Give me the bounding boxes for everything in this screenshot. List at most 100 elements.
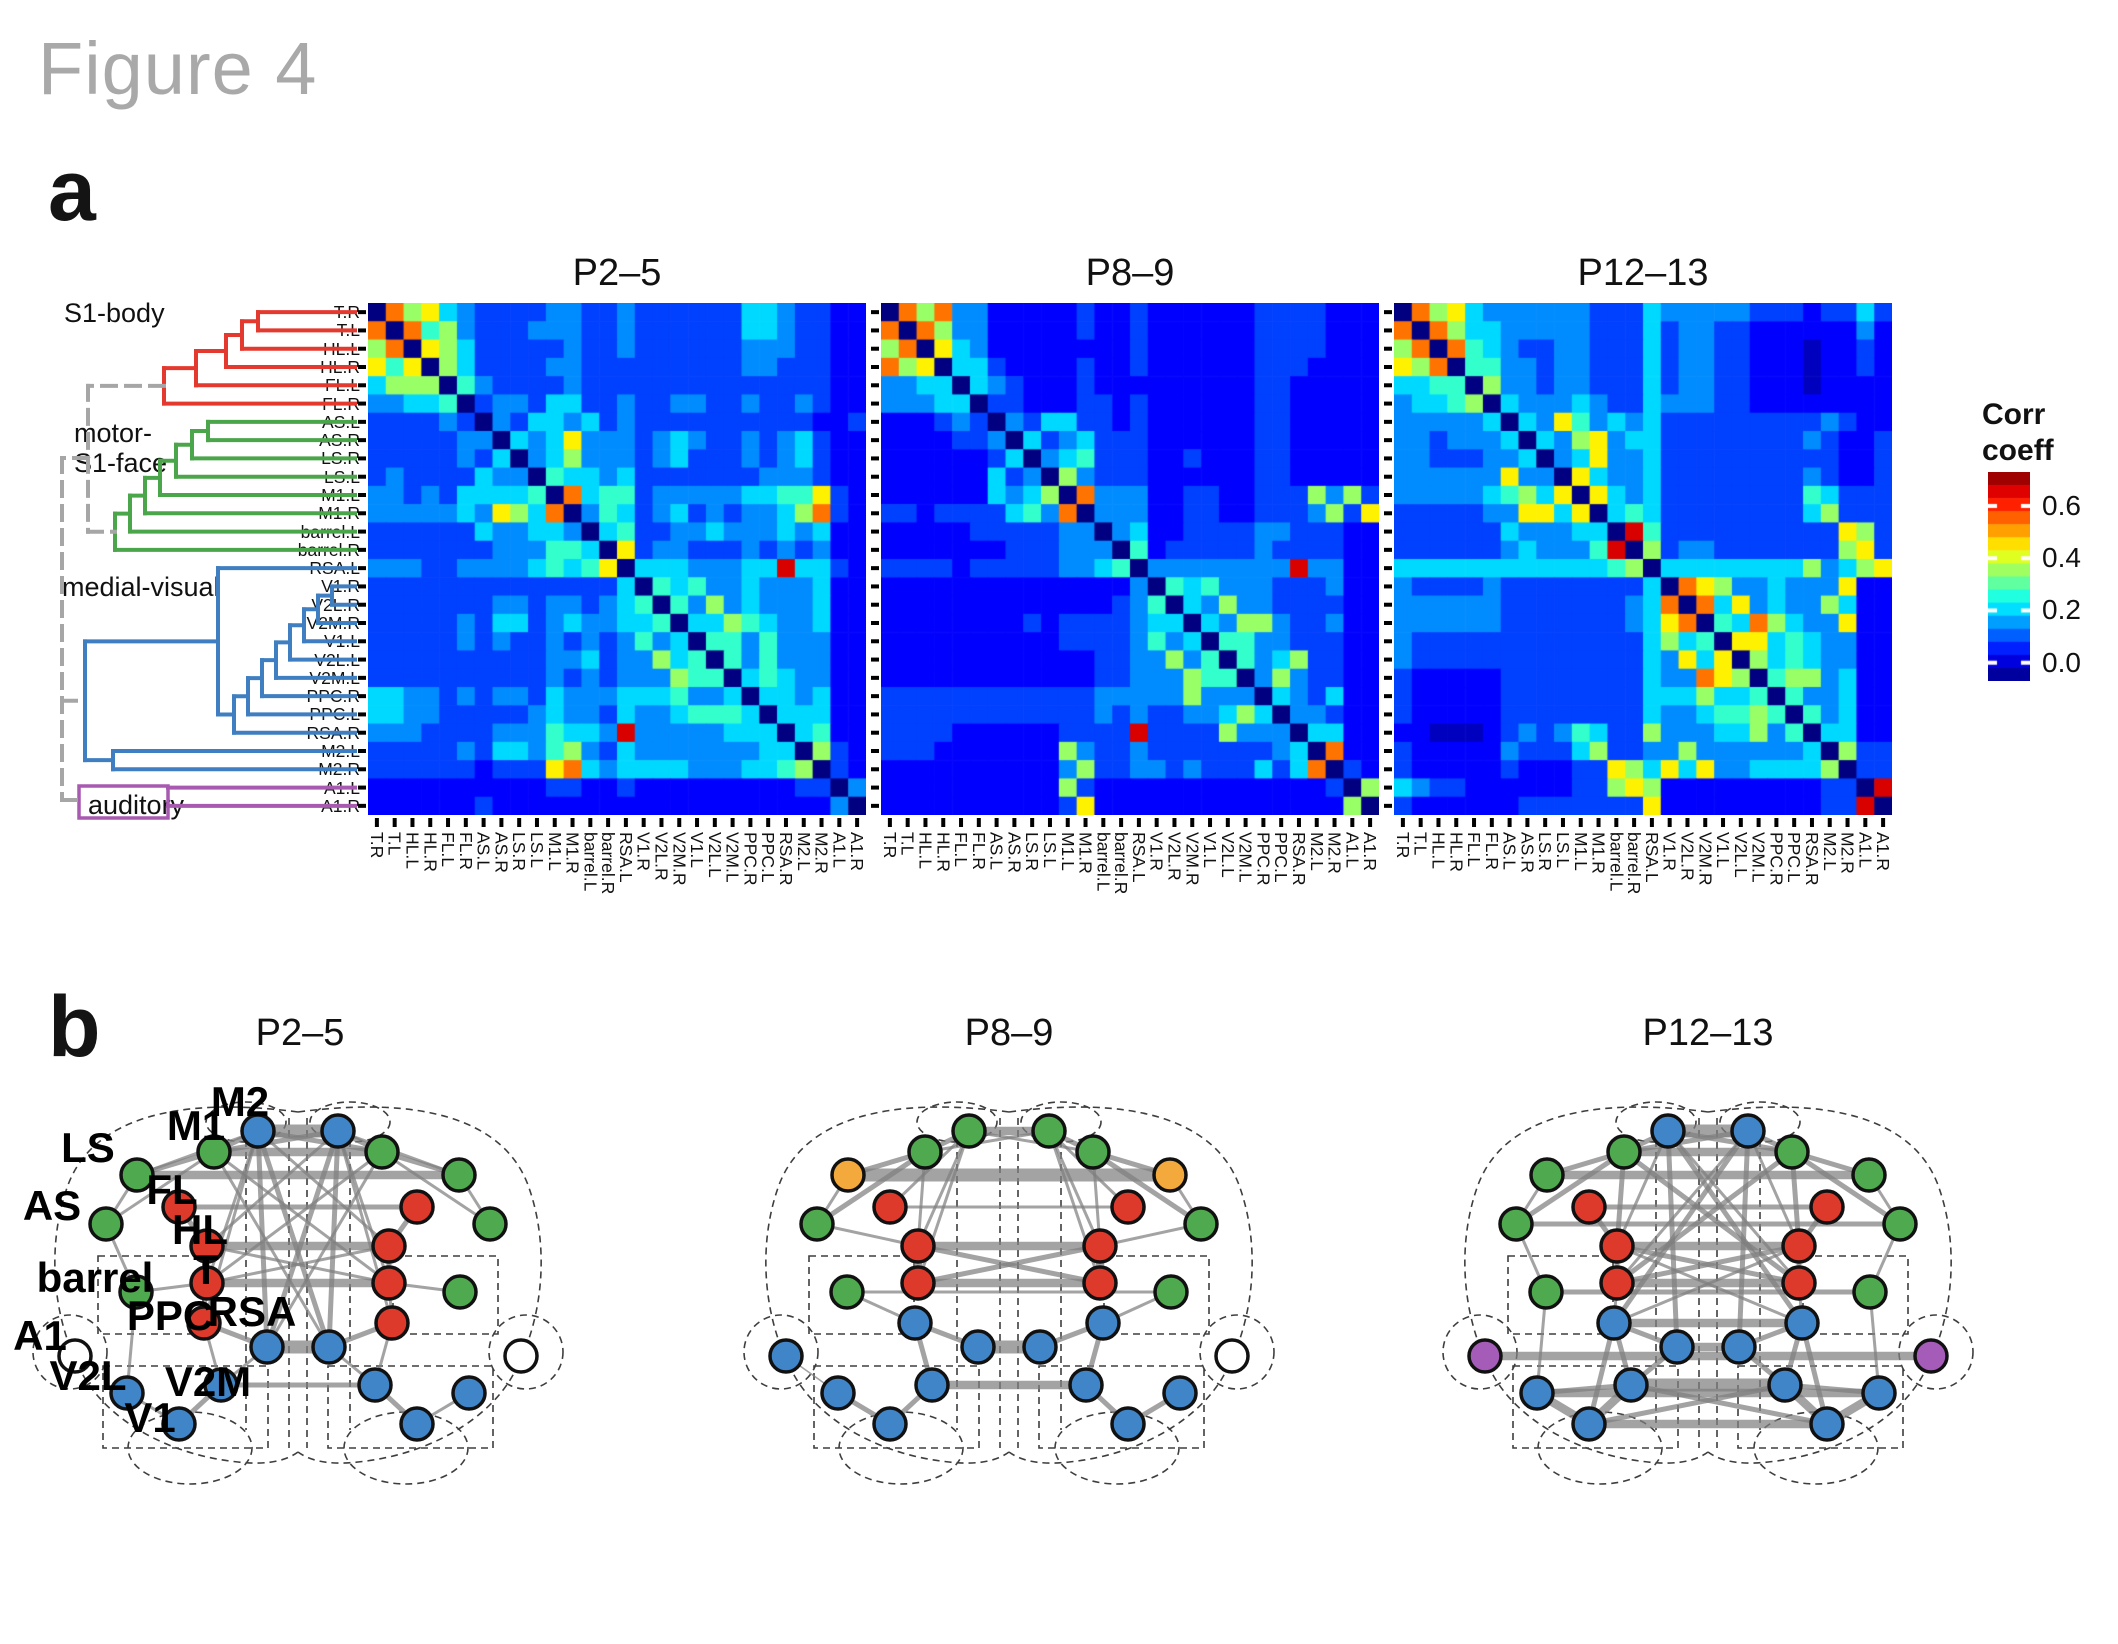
col-label-V2M.R: V2M.R [669, 832, 690, 886]
col-label-M2.L: M2.L [1306, 832, 1327, 871]
region-label-V1: V1 [124, 1394, 175, 1441]
row-label-HL.L: HL.L [323, 338, 360, 359]
col-label-RSA.R: RSA.R [1801, 832, 1822, 886]
node-RSA.R [1022, 1329, 1058, 1365]
col-label-AS.R: AS.R [1004, 832, 1025, 873]
node-M2.R [1730, 1113, 1766, 1149]
node-V1.L [1571, 1406, 1607, 1442]
col-label-M1.L: M1.L [1057, 832, 1078, 871]
col-label-barrel.L: barrel.L [580, 832, 601, 892]
node-LS.R [441, 1157, 477, 1193]
node-LS.R [1851, 1157, 1887, 1193]
col-label-AS.L: AS.L [986, 832, 1007, 870]
edges [785, 1126, 1204, 1427]
node-AS.L [799, 1206, 835, 1242]
col-label-FL.L: FL.L [951, 832, 972, 868]
col-label-AS.R: AS.R [1517, 832, 1538, 873]
row-label-V2M.L: V2M.L [309, 667, 360, 688]
node-V1.R [1110, 1406, 1146, 1442]
row-label-AS.R: AS.R [319, 430, 360, 451]
col-label-A1.R: A1.R [847, 832, 868, 871]
region-label-M1: M1 [167, 1102, 225, 1149]
node-M1.L [1606, 1134, 1642, 1170]
col-label-V2M.R: V2M.R [1695, 832, 1716, 886]
edges [104, 1124, 492, 1427]
colorbar-tick-0.6: 0.6 [2042, 489, 2081, 521]
node-FL.L [872, 1189, 908, 1225]
node-FL.L [161, 1189, 197, 1225]
brain-outline [1442, 1101, 1974, 1485]
nodes [57, 1113, 539, 1442]
col-label-AS.R: AS.R [491, 832, 512, 873]
row-label-A1.R: A1.R [321, 795, 360, 816]
cluster-label-medial-visual: medial-visual [62, 572, 220, 602]
col-label-M1.L: M1.L [1570, 832, 1591, 871]
node-A1.R [1214, 1338, 1250, 1374]
node-FL.R [399, 1189, 435, 1225]
col-label-LS.L: LS.L [1039, 832, 1060, 868]
region-label-T: T [193, 1246, 219, 1293]
nodes [1467, 1113, 1949, 1442]
heatmap-title-p8-9: P8–9 [1085, 252, 1175, 294]
node-M2.R [320, 1113, 356, 1149]
brain-outline [32, 1101, 564, 1485]
col-label-PPC.R: PPC.R [1253, 832, 1274, 886]
col-label-LS.R: LS.R [1535, 832, 1556, 871]
region-label-LS: LS [61, 1124, 115, 1171]
row-label-M2.R: M2.R [318, 759, 360, 780]
node-M1.R [364, 1134, 400, 1170]
cluster-label-motor-line2: S1-face [74, 448, 168, 478]
region-label-PPC: PPC [127, 1292, 213, 1339]
node-FL.R [1110, 1189, 1146, 1225]
node-barrel.L [118, 1274, 154, 1310]
node-T.R [371, 1265, 407, 1301]
node-V2L.R [1162, 1375, 1198, 1411]
col-label-LS.R: LS.R [509, 832, 530, 871]
colorbar-title-line1: Corr [1982, 398, 2046, 431]
node-HL.R [371, 1228, 407, 1264]
col-label-LS.L: LS.L [526, 832, 547, 868]
network-title-p12-13: P12–13 [1642, 1012, 1774, 1054]
col-label-M1.L: M1.L [544, 832, 565, 871]
node-V2M.R [1068, 1367, 1104, 1403]
node-V1.L [161, 1406, 197, 1442]
region-label-V2M: V2M [165, 1358, 251, 1405]
col-label-HL.L: HL.L [915, 832, 936, 869]
col-label-RSA.L: RSA.L [1641, 832, 1662, 883]
col-label-A1.L: A1.L [1855, 832, 1876, 868]
node-M1.R [1075, 1134, 1111, 1170]
region-label-V2L: V2L [49, 1352, 126, 1399]
node-T.R [1781, 1265, 1817, 1301]
node-V2L.R [1861, 1375, 1897, 1411]
node-V2M.R [1767, 1367, 1803, 1403]
node-LS.L [830, 1157, 866, 1193]
col-label-V2L.L: V2L.L [704, 832, 725, 878]
colorbar-tick-0.4: 0.4 [2042, 542, 2081, 574]
node-V2L.L [109, 1375, 145, 1411]
row-label-V2L.R: V2L.R [311, 594, 360, 615]
node-M1.R [1774, 1134, 1810, 1170]
col-label-M1.R: M1.R [1075, 832, 1096, 874]
node-HL.R [1781, 1228, 1817, 1264]
node-T.R [1082, 1265, 1118, 1301]
col-label-FL.L: FL.L [438, 832, 459, 868]
col-label-AS.L: AS.L [1499, 832, 1520, 870]
col-label-V2M.R: V2M.R [1182, 832, 1203, 886]
row-label-T.R: T.R [333, 302, 360, 323]
col-label-RSA.R: RSA.R [1288, 832, 1309, 886]
node-T.L [1599, 1265, 1635, 1301]
col-label-LS.L: LS.L [1552, 832, 1573, 868]
node-M2.L [240, 1113, 276, 1149]
node-V1.L [872, 1406, 908, 1442]
node-RSA.L [249, 1329, 285, 1365]
col-label-barrel.R: barrel.R [1111, 832, 1132, 895]
row-label-M2.L: M2.L [321, 741, 360, 761]
cluster-label-auditory: auditory [88, 790, 185, 820]
node-V2M.L [203, 1367, 239, 1403]
brain-outline [743, 1101, 1275, 1485]
node-barrel.L [829, 1274, 865, 1310]
node-A1.R [503, 1338, 539, 1374]
row-label-A1.L: A1.L [324, 777, 360, 798]
col-label-A1.L: A1.L [1342, 832, 1363, 868]
